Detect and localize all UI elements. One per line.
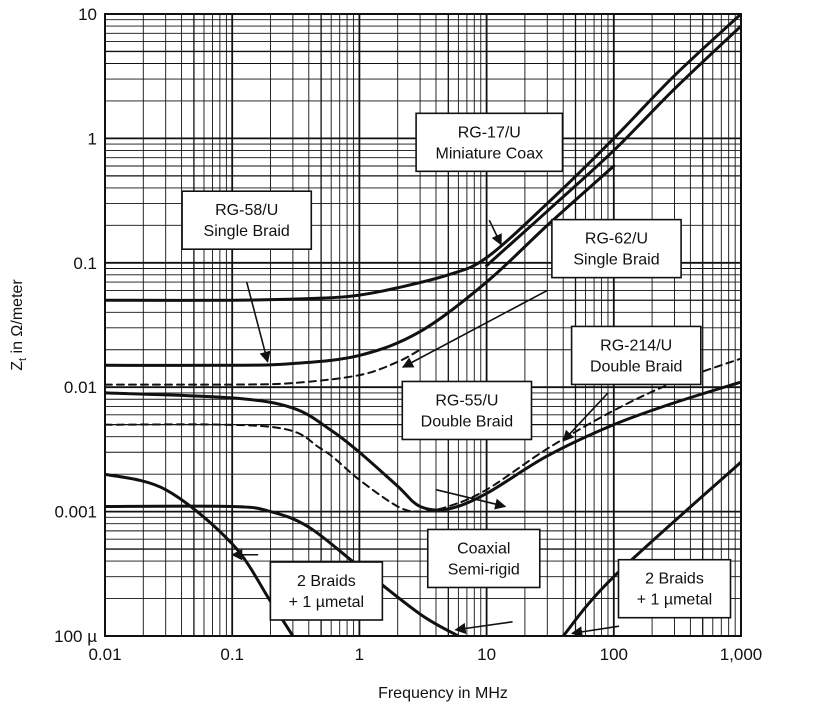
- callout-box: [570, 325, 702, 386]
- y-axis-title: Zt in Ω/meter: [9, 279, 29, 371]
- x-tick-label: 0.01: [88, 645, 121, 664]
- callout-label: RG-55/U: [435, 392, 498, 409]
- plot-frame: [104, 13, 742, 637]
- callout-box: [415, 112, 564, 173]
- callout-label: 2 Braids: [645, 571, 704, 588]
- y-tick-label: 1: [88, 129, 97, 148]
- callout-label: RG-17/U: [458, 124, 521, 141]
- x-tick-label: 0.1: [220, 645, 244, 664]
- callout-label: RG-214/U: [600, 337, 672, 354]
- callout-layer: RG-17/U Miniature Coax RG-58/U Single Braid…: [181, 112, 732, 638]
- callout-arrow: [570, 625, 620, 638]
- series-line: [105, 504, 460, 636]
- callout-box: [426, 528, 541, 589]
- callout-arrow: [435, 488, 507, 510]
- callout-label: RG-62/U: [585, 231, 648, 248]
- callout-label: + 1 µmetal: [637, 592, 712, 609]
- callout: RG-62/U Single Braid: [401, 218, 682, 368]
- y-axis-title-rest: in Ω/meter: [9, 279, 26, 358]
- callout-label: Single Braid: [573, 252, 659, 269]
- callout-label: + 1 µmetal: [289, 594, 364, 611]
- callout-label: Double Braid: [421, 413, 514, 430]
- series-line: [105, 357, 741, 513]
- tick-labels: 0.01 0.1 1 10 100 1,000 10 1 0.1 0.01 0.001 100 µ: [54, 5, 762, 664]
- series-line: [105, 14, 741, 302]
- x-tick-label: 1: [355, 645, 364, 664]
- callout-arrow: [245, 281, 271, 363]
- callout-arrow: [488, 219, 502, 246]
- y-tick-label: 0.01: [64, 378, 97, 397]
- callout-label: Semi-rigid: [448, 561, 520, 578]
- x-axis-title: Frequency in MHz: [378, 685, 508, 702]
- callout-label: 2 Braids: [297, 573, 356, 590]
- callout: RG-17/U Miniature Coax: [415, 112, 564, 246]
- x-tick-label: 100: [600, 645, 628, 664]
- callout-label: Coaxial: [457, 540, 510, 557]
- callout-label: Double Braid: [590, 358, 683, 375]
- callout: RG-214/U Double Braid: [562, 325, 702, 442]
- callout-box: [401, 380, 533, 441]
- callout-box: [181, 190, 313, 251]
- series-line: [105, 348, 422, 386]
- callout: 2 Braids + 1 µmetal: [231, 549, 384, 621]
- callout-arrow: [562, 392, 609, 442]
- series-line: [105, 380, 741, 512]
- x-tick-label: 10: [477, 645, 496, 664]
- callout-arrow: [401, 289, 548, 368]
- series-line: [485, 24, 741, 268]
- callout-box: [617, 558, 732, 619]
- callout-box: [551, 218, 682, 279]
- callout-label: Single Braid: [204, 223, 290, 240]
- x-tick-label: 1,000: [720, 645, 763, 664]
- y-tick-label: 10: [78, 5, 97, 24]
- callout: RG-55/U Double Braid: [401, 380, 533, 510]
- callout: 2 Braids + 1 µmetal: [570, 558, 732, 638]
- callout: RG-58/U Single Braid: [181, 190, 313, 363]
- y-axis-title-sub: t: [17, 358, 29, 361]
- callout-label: RG-58/U: [215, 202, 278, 219]
- series-layer: [105, 14, 741, 636]
- series-line: [105, 164, 616, 367]
- y-tick-label: 0.1: [73, 254, 97, 273]
- y-tick-label: 0.001: [54, 503, 97, 522]
- callout: Coaxial Semi-rigid: [426, 528, 541, 635]
- y-axis-title-main: Z: [9, 361, 26, 371]
- callout-arrow: [454, 621, 513, 635]
- callout-box: [269, 561, 384, 621]
- series-line: [105, 472, 295, 636]
- callout-label: Miniature Coax: [435, 145, 543, 162]
- y-tick-label: 100 µ: [54, 627, 97, 646]
